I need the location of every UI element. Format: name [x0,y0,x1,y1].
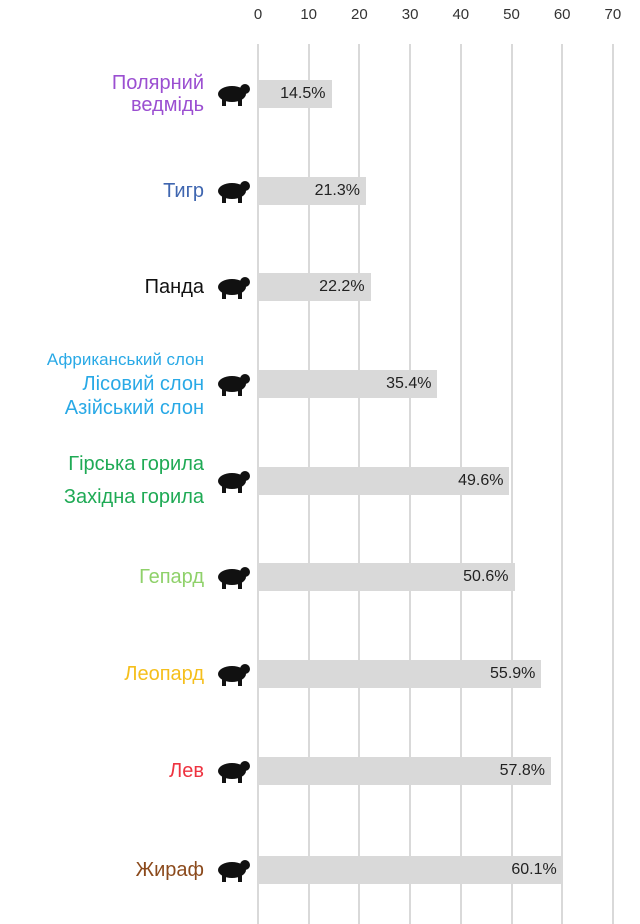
lion-icon [212,755,252,792]
value-label: 49.6% [458,472,504,489]
category-label-line: Лев [169,760,204,782]
panda-icon [212,271,252,308]
category-label-line: Жираф [135,859,204,881]
category-label: Гепард [139,565,204,589]
bar: 21.3% [258,177,366,205]
elephant-icon [212,368,252,405]
tiger-icon [212,175,252,212]
bar: 55.9% [258,660,542,688]
bar: 35.4% [258,370,438,398]
category-label: Тигр [163,179,204,203]
value-label: 57.8% [499,762,546,779]
value-label: 60.1% [511,861,557,878]
value-label: 50.6% [463,568,509,585]
category-label-line: Леопард [124,663,204,685]
category-label-line: Панда [144,276,204,298]
x-tick-label: 30 [401,6,419,23]
bar: 60.1% [258,856,563,884]
category-label-line: Азійський слон [64,397,204,419]
value-label: 22.2% [319,278,365,295]
x-tick-label: 70 [604,6,622,23]
bar: 50.6% [258,563,515,591]
category-label-line: Гірська горила [68,453,204,475]
category-label-line: Полярний [111,72,204,94]
x-tick-label: 50 [503,6,520,23]
category-label-line: Західна горила [63,486,204,508]
leopard-icon [212,658,252,695]
category-label-line: Лісовий слон [82,373,204,395]
category-label: Лев [169,759,204,783]
value-label: 21.3% [314,182,360,199]
gorilla-icon [212,465,252,502]
value-label: 55.9% [490,665,536,682]
x-tick-label: 20 [351,6,368,23]
category-label-line: Тигр [163,180,204,202]
category-label: Полярний ведмідь [112,72,204,116]
category-label: Африканський слон Лісовий слон Азійський с… [47,348,204,420]
category-label: Панда [145,275,204,299]
polar-bear-icon [212,78,252,115]
x-tick-label: 0 [253,6,263,23]
category-label-line: Гепард [139,566,204,588]
gridline [510,44,513,924]
value-label: 14.5% [280,85,326,102]
gridline [561,44,564,924]
category-label-line: Африканський слон [46,350,204,369]
x-tick-label: 10 [300,6,318,23]
x-tick-label: 40 [452,6,470,23]
giraffe-icon [212,854,252,891]
bar: 14.5% [258,80,332,108]
category-label: Гірська горила Західна горила [64,448,204,514]
category-label: Жираф [136,858,204,882]
x-tick-label: 60 [553,6,571,23]
bar: 57.8% [258,757,552,785]
value-label: 35.4% [386,375,432,392]
category-label: Леопард [124,662,204,686]
bar: 49.6% [258,467,510,495]
bar: 22.2% [258,273,371,301]
category-label-line: ведмідь [130,94,204,116]
cheetah-icon [212,561,252,598]
gridline [611,44,614,924]
